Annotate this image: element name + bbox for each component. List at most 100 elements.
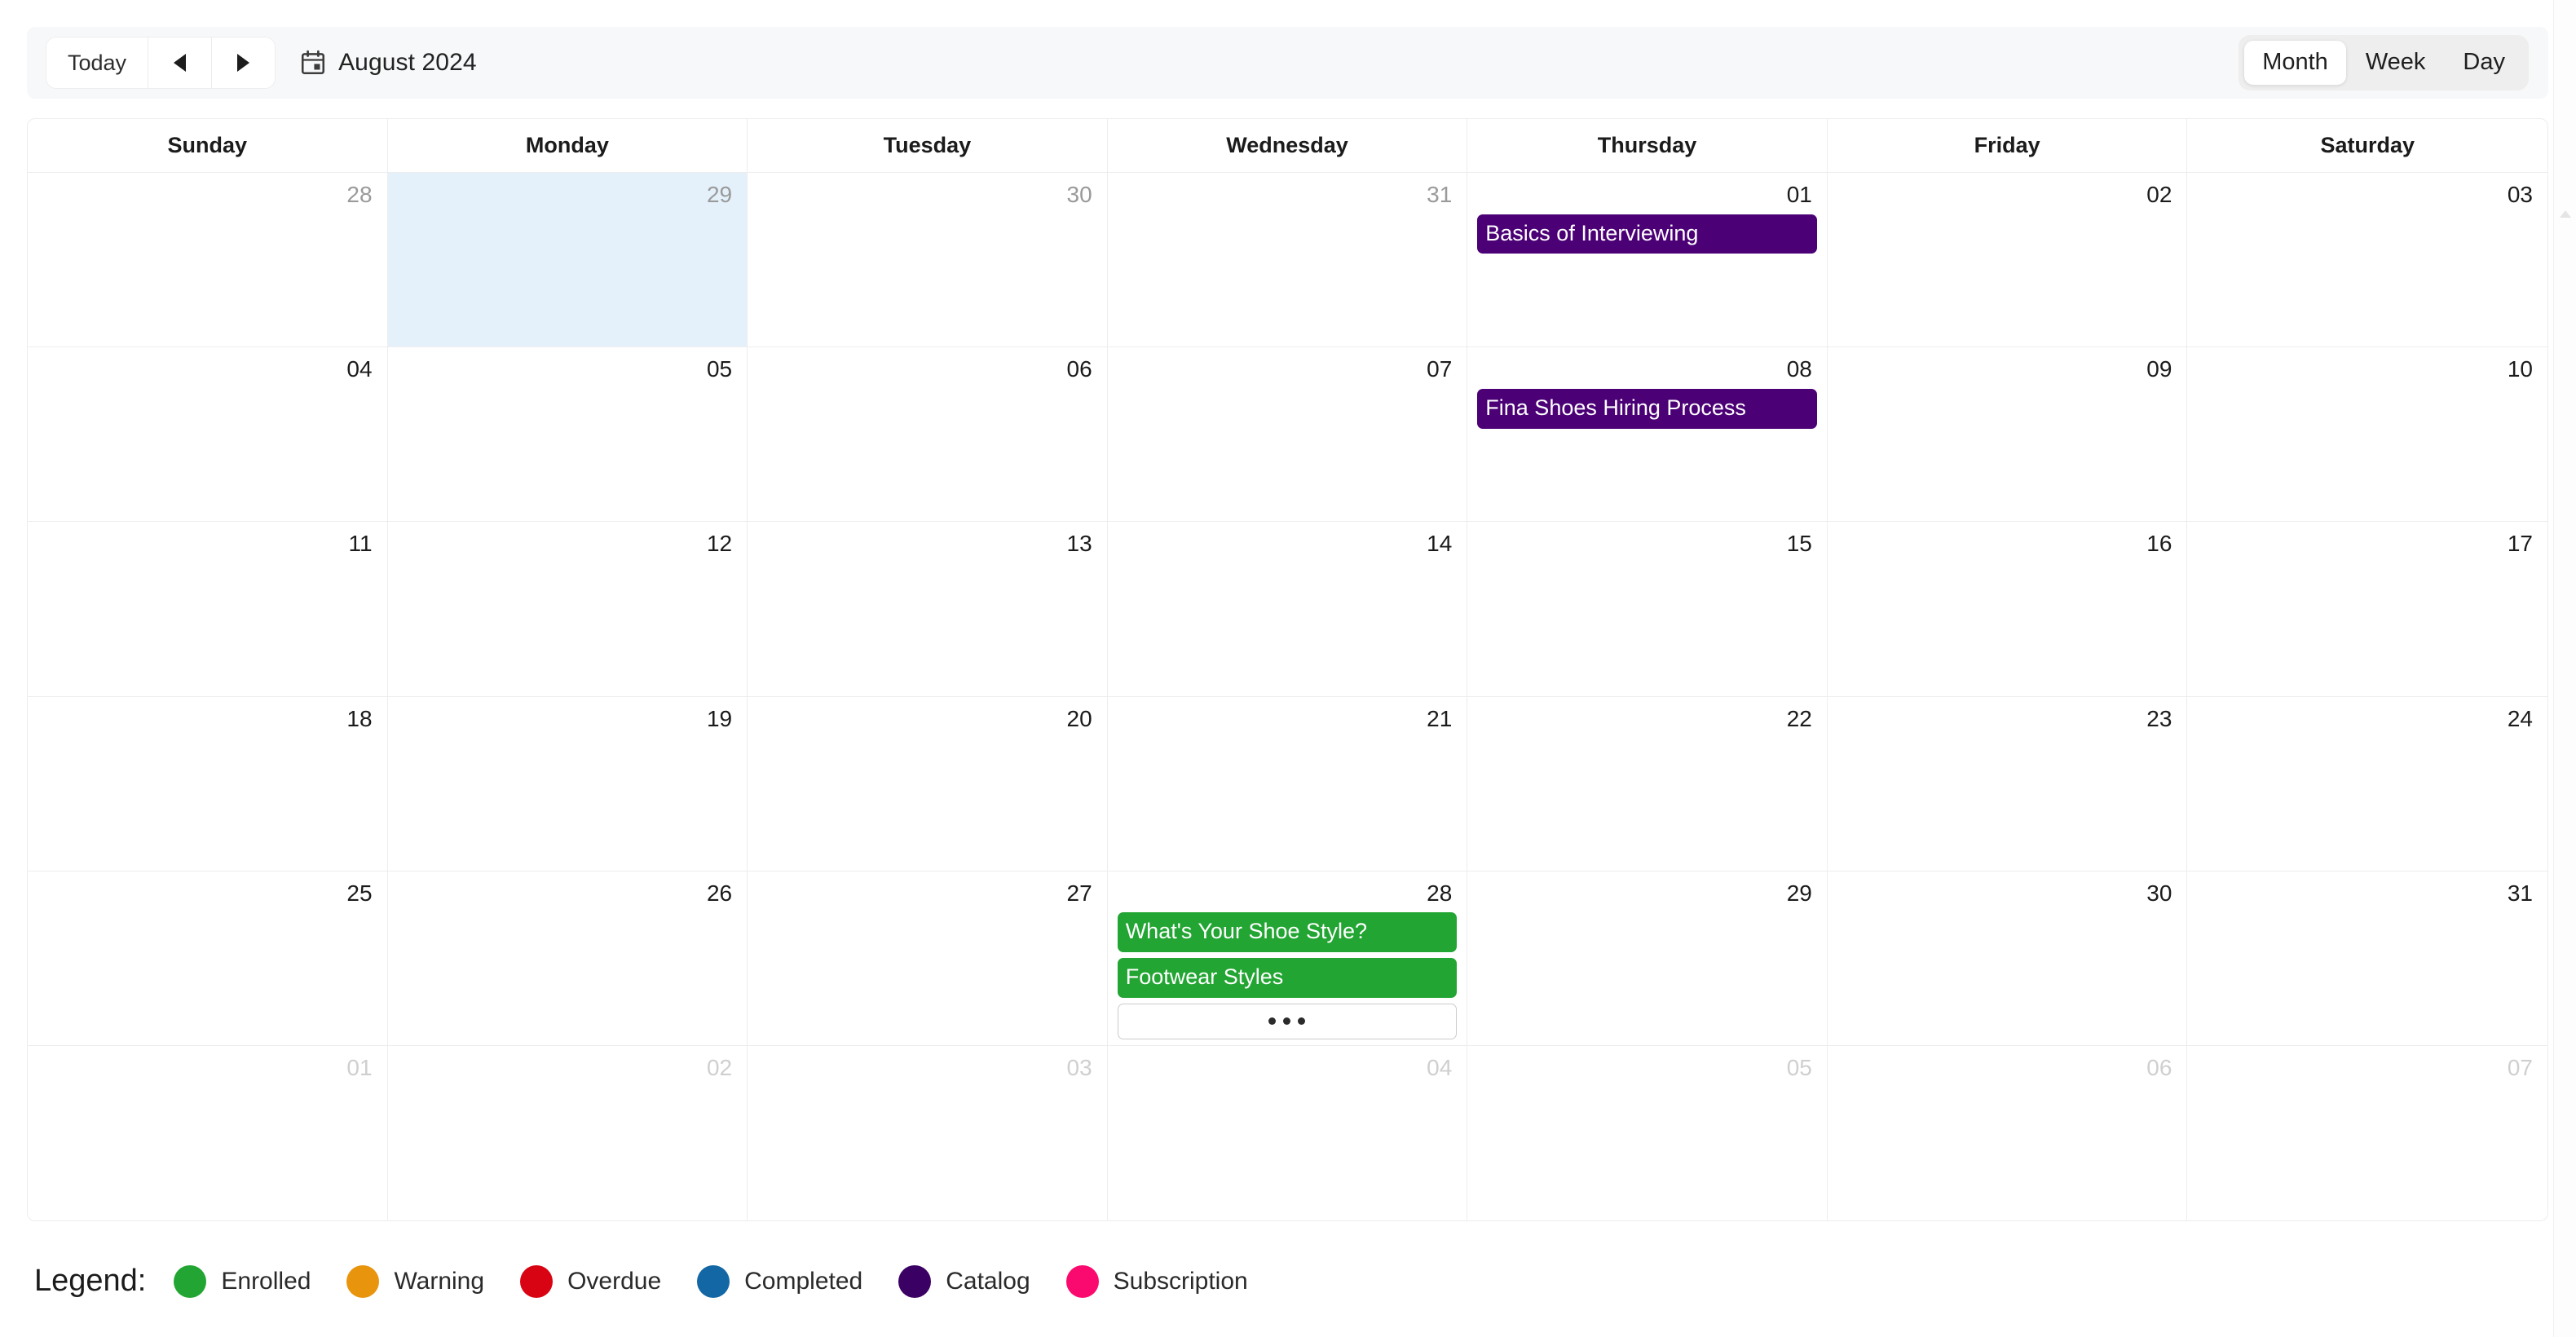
show-more-events-button[interactable]	[1117, 1003, 1458, 1039]
day-cell[interactable]: 16	[1828, 522, 2188, 696]
day-cell[interactable]: 21	[1108, 696, 1468, 871]
week-row: 01 02 03 04 05 06 07	[28, 1045, 2547, 1220]
day-number: 06	[2146, 1054, 2172, 1080]
day-number: 30	[1066, 182, 1092, 207]
day-number: 31	[1427, 182, 1453, 207]
view-switch: Month Week Day	[2239, 35, 2529, 90]
day-number: 28	[1427, 880, 1453, 906]
calendar-event[interactable]: Footwear Styles	[1117, 958, 1458, 998]
legend: Legend: Enrolled Warning Overdue Completed C…	[34, 1264, 1284, 1299]
day-cell[interactable]: 05	[1467, 1045, 1828, 1220]
day-number: 14	[1427, 531, 1453, 557]
day-number: 25	[346, 880, 373, 906]
view-button-day[interactable]: Day	[2445, 41, 2523, 84]
week-rows: 28 29 30 31 01 Basics of Interviewing 02 03 04 05…	[28, 173, 2547, 1220]
day-cell[interactable]: 18	[28, 696, 388, 871]
day-cell[interactable]: 07	[1108, 347, 1468, 522]
day-cell[interactable]: 26	[388, 871, 748, 1045]
next-month-button[interactable]	[211, 38, 276, 88]
previous-month-button[interactable]	[148, 38, 212, 88]
legend-label: Warning	[394, 1267, 485, 1295]
day-cell[interactable]: 23	[1828, 696, 2188, 871]
day-number: 11	[348, 531, 373, 557]
day-number: 27	[1066, 880, 1092, 906]
day-cell[interactable]: 03	[748, 1045, 1108, 1220]
day-cell[interactable]: 27	[748, 871, 1108, 1045]
day-cell[interactable]: 10	[2187, 347, 2547, 521]
day-cell[interactable]: 22	[1467, 696, 1828, 871]
calendar-event[interactable]: Fina Shoes Hiring Process	[1477, 388, 1817, 429]
day-cell[interactable]: 24	[2187, 697, 2547, 871]
day-cell[interactable]: 02	[388, 1045, 748, 1220]
day-number: 15	[1786, 531, 1812, 557]
day-cell[interactable]: 29	[1467, 871, 1828, 1045]
day-cell[interactable]: 06	[748, 347, 1108, 522]
day-number: 29	[1786, 880, 1812, 906]
day-cell[interactable]: 20	[748, 696, 1108, 871]
day-cell[interactable]: 28 What's Your Shoe Style? Footwear Styles	[1108, 871, 1468, 1045]
week-row: 28 29 30 31 01 Basics of Interviewing 02 03	[28, 173, 2547, 348]
day-number: 04	[1427, 1054, 1453, 1080]
current-period-title: August 2024	[299, 49, 477, 77]
day-cell[interactable]: 19	[388, 696, 748, 871]
view-button-week[interactable]: Week	[2348, 41, 2444, 84]
day-number: 10	[2507, 356, 2533, 382]
day-cell[interactable]: 08 Fina Shoes Hiring Process	[1467, 347, 1828, 522]
ellipsis-dot-icon	[1298, 1017, 1306, 1026]
day-number: 18	[346, 705, 373, 731]
day-cell[interactable]: 09	[1828, 347, 2188, 522]
calendar-toolbar: Today August 2024 Month Week Day	[27, 27, 2548, 99]
day-number: 17	[2507, 531, 2533, 557]
day-cell[interactable]: 30	[748, 173, 1108, 347]
day-number: 05	[1786, 1054, 1812, 1080]
day-cell[interactable]: 17	[2187, 522, 2547, 695]
day-number: 05	[706, 356, 733, 382]
day-of-week-header: Wednesday	[1108, 119, 1468, 172]
day-number: 26	[706, 880, 733, 906]
week-row: 18 19 20 21 22 23 24	[28, 696, 2547, 871]
day-cell[interactable]: 01 Basics of Interviewing	[1467, 173, 1828, 347]
page-scrollbar[interactable]	[2553, 0, 2576, 1337]
day-cell[interactable]: 11	[28, 522, 388, 696]
day-of-week-header: Friday	[1828, 119, 2188, 172]
day-number: 03	[1066, 1054, 1092, 1080]
day-cell[interactable]: 03	[2187, 173, 2547, 346]
day-cell[interactable]: 06	[1828, 1045, 2188, 1220]
chevron-right-icon	[237, 54, 250, 72]
day-cell[interactable]: 02	[1828, 173, 2188, 347]
day-number: 20	[1066, 705, 1092, 731]
day-cell[interactable]: 04	[28, 347, 388, 522]
ellipsis-dot-icon	[1283, 1017, 1291, 1026]
day-cell[interactable]: 30	[1828, 871, 2188, 1045]
day-cell[interactable]: 05	[388, 347, 748, 522]
day-number: 09	[2146, 356, 2172, 382]
day-events: Fina Shoes Hiring Process	[1477, 388, 1817, 429]
day-cell[interactable]: 14	[1108, 522, 1468, 696]
day-cell[interactable]: 29	[387, 173, 748, 347]
legend-label: Completed	[744, 1267, 863, 1295]
day-cell[interactable]: 13	[748, 522, 1108, 696]
week-row: 04 05 06 07 08 Fina Shoes Hiring Process 09 10	[28, 347, 2547, 523]
day-cell[interactable]: 15	[1467, 522, 1828, 696]
day-number: 07	[1427, 356, 1453, 382]
day-of-week-header-row: Sunday Monday Tuesday Wednesday Thursday Frid…	[28, 119, 2547, 173]
calendar-event[interactable]: Basics of Interviewing	[1477, 214, 1817, 254]
day-of-week-header: Monday	[388, 119, 748, 172]
day-of-week-header: Thursday	[1467, 119, 1828, 172]
month-grid: Sunday Monday Tuesday Wednesday Thursday Frid…	[27, 118, 2548, 1221]
scroll-up-arrow-icon[interactable]	[2560, 210, 2571, 218]
day-cell[interactable]: 01	[28, 1045, 388, 1220]
day-cell[interactable]: 31	[1108, 173, 1468, 347]
view-button-month[interactable]: Month	[2244, 41, 2346, 85]
day-cell[interactable]: 28	[28, 173, 388, 347]
legend-label: Catalog	[946, 1267, 1030, 1295]
today-button[interactable]: Today	[46, 38, 148, 88]
day-cell[interactable]: 25	[28, 871, 388, 1045]
day-of-week-header: Saturday	[2320, 133, 2415, 157]
calendar-event[interactable]: What's Your Shoe Style?	[1117, 912, 1458, 953]
day-cell[interactable]: 04	[1108, 1045, 1468, 1220]
day-cell[interactable]: 31	[2187, 871, 2547, 1045]
day-cell[interactable]: 07	[2187, 1046, 2547, 1220]
day-cell[interactable]: 12	[388, 522, 748, 696]
